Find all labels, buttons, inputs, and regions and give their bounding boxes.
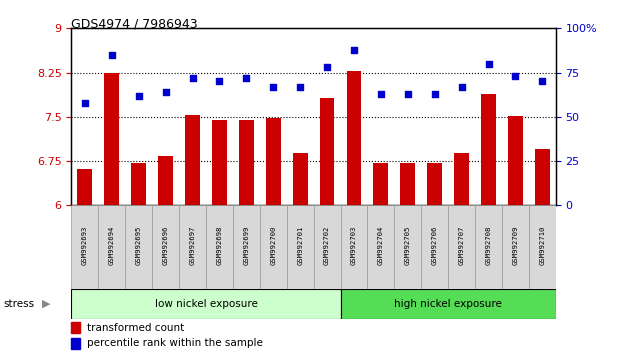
Text: low nickel exposure: low nickel exposure	[155, 298, 257, 309]
Text: GSM992702: GSM992702	[324, 225, 330, 265]
Bar	[340, 205, 368, 289]
Bar	[71, 205, 98, 289]
Bar	[481, 95, 496, 205]
Text: ▶: ▶	[42, 298, 51, 309]
Bar	[98, 205, 125, 289]
Text: GSM992695: GSM992695	[136, 225, 142, 265]
Bar	[529, 205, 556, 289]
Point	[376, 91, 386, 97]
Point	[322, 64, 332, 70]
Bar	[233, 205, 260, 289]
Bar	[314, 205, 340, 289]
Bar	[535, 149, 550, 205]
Bar	[260, 205, 287, 289]
Text: transformed count: transformed count	[88, 322, 184, 332]
Bar	[185, 115, 200, 205]
Bar	[448, 205, 475, 289]
Bar	[394, 205, 421, 289]
Bar	[287, 205, 314, 289]
Bar	[239, 120, 254, 205]
Point	[268, 84, 278, 90]
Bar	[368, 205, 394, 289]
Bar	[340, 289, 556, 319]
Point	[80, 100, 90, 105]
Text: GSM992705: GSM992705	[405, 225, 410, 265]
Point	[295, 84, 305, 90]
Bar	[266, 118, 281, 205]
Bar	[427, 164, 442, 205]
Point	[537, 79, 547, 84]
Text: GSM992700: GSM992700	[270, 225, 276, 265]
Bar	[71, 322, 80, 333]
Text: GSM992704: GSM992704	[378, 225, 384, 265]
Bar	[78, 169, 93, 205]
Point	[403, 91, 413, 97]
Text: stress: stress	[3, 298, 34, 309]
Bar	[131, 163, 146, 205]
Point	[242, 75, 252, 81]
Point	[456, 84, 466, 90]
Point	[134, 93, 143, 98]
Bar	[206, 205, 233, 289]
Point	[349, 47, 359, 52]
Bar	[454, 153, 469, 205]
Point	[161, 89, 171, 95]
Bar	[502, 205, 529, 289]
Bar	[212, 120, 227, 205]
Bar	[125, 205, 152, 289]
Text: GSM992697: GSM992697	[189, 225, 196, 265]
Bar	[373, 164, 388, 205]
Text: GSM992709: GSM992709	[512, 225, 519, 265]
Text: high nickel exposure: high nickel exposure	[394, 298, 502, 309]
Point	[214, 79, 224, 84]
Bar	[71, 289, 340, 319]
Text: GSM992699: GSM992699	[243, 225, 249, 265]
Bar	[152, 205, 179, 289]
Bar	[292, 153, 307, 205]
Text: GDS4974 / 7986943: GDS4974 / 7986943	[71, 18, 198, 31]
Bar	[508, 116, 523, 205]
Bar	[421, 205, 448, 289]
Text: GSM992703: GSM992703	[351, 225, 357, 265]
Text: GSM992694: GSM992694	[109, 225, 115, 265]
Bar	[320, 98, 335, 205]
Bar	[158, 156, 173, 205]
Bar	[347, 71, 361, 205]
Point	[484, 61, 494, 67]
Point	[510, 73, 520, 79]
Bar	[71, 338, 80, 349]
Bar	[104, 73, 119, 205]
Point	[107, 52, 117, 58]
Text: GSM992710: GSM992710	[540, 225, 545, 265]
Text: GSM992706: GSM992706	[432, 225, 438, 265]
Text: GSM992693: GSM992693	[82, 225, 88, 265]
Point	[430, 91, 440, 97]
Bar	[179, 205, 206, 289]
Text: percentile rank within the sample: percentile rank within the sample	[88, 338, 263, 348]
Bar	[401, 164, 415, 205]
Point	[188, 75, 197, 81]
Bar	[475, 205, 502, 289]
Text: GSM992698: GSM992698	[217, 225, 222, 265]
Text: GSM992701: GSM992701	[297, 225, 303, 265]
Text: GSM992708: GSM992708	[486, 225, 491, 265]
Text: GSM992707: GSM992707	[459, 225, 465, 265]
Text: GSM992696: GSM992696	[163, 225, 168, 265]
